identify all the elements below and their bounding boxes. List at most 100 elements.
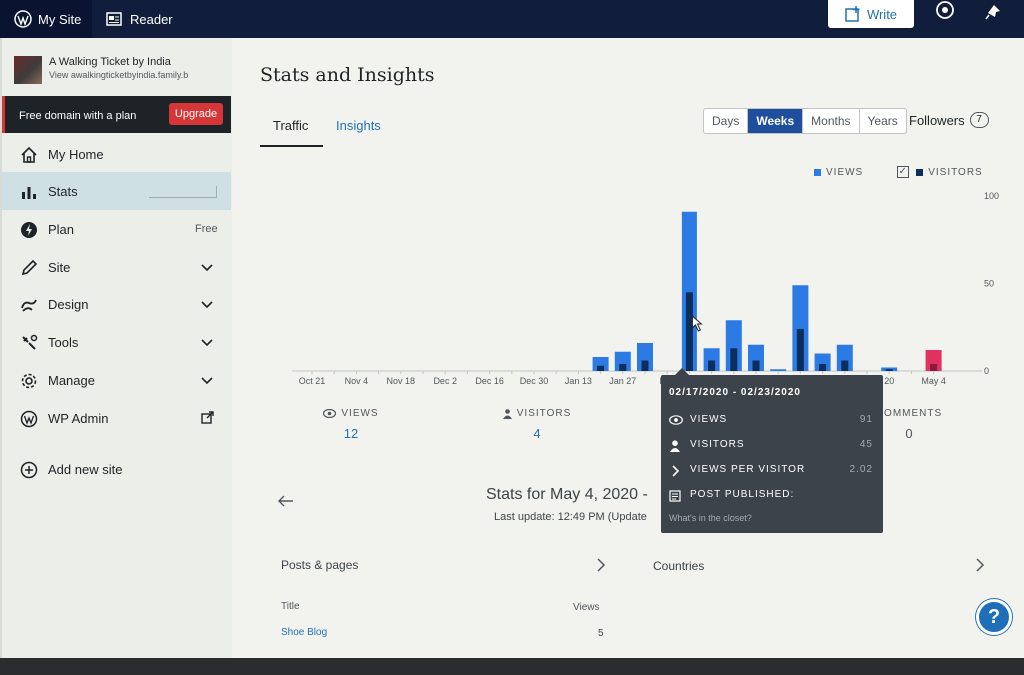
me-icon[interactable] xyxy=(934,0,956,20)
views-bar[interactable] xyxy=(703,348,720,371)
sidebar-item-tools[interactable]: Tools xyxy=(2,323,231,361)
sidebar-item-my-home[interactable]: My Home xyxy=(2,135,231,173)
visitors-bar xyxy=(730,348,738,371)
views-bar[interactable] xyxy=(836,344,853,371)
reader-icon xyxy=(106,12,122,26)
visitors-summary-label: VISITORS xyxy=(516,408,572,419)
chevron-down-icon[interactable] xyxy=(200,373,214,387)
views-summary-value: 12 xyxy=(343,426,359,441)
sidebar-item-label: My Home xyxy=(48,147,104,162)
comments-summary-label: COMMENTS xyxy=(875,408,943,419)
visitors-summary-tile[interactable]: VISITORS 4 xyxy=(502,408,572,441)
eye-icon xyxy=(669,415,683,425)
post-link[interactable]: Shoe Blog xyxy=(281,627,328,638)
tooltip-views-value: 91 xyxy=(859,414,873,425)
sidebar-item-label: Stats xyxy=(48,184,78,199)
followers-label: Followers xyxy=(909,112,965,128)
chevron-down-icon[interactable] xyxy=(200,260,214,274)
site-card[interactable]: A Walking Ticket by India View awalkingt… xyxy=(14,56,224,90)
reader-button[interactable]: Reader xyxy=(106,0,173,38)
sidebar-item-plan[interactable]: Plan Free xyxy=(2,210,231,248)
x-tick-label: Dec 16 xyxy=(475,376,504,386)
chart-tooltip: 02/17/2020 - 02/23/2020 VIEWS 91 VISITOR… xyxy=(661,368,883,533)
write-label: Write xyxy=(866,6,898,22)
upgrade-button[interactable]: Upgrade xyxy=(169,103,223,125)
add-new-site-button[interactable]: Add new site xyxy=(2,450,231,488)
tooltip-vpv-label: VIEWS PER VISITOR xyxy=(690,464,806,475)
tab-insights[interactable]: Insights xyxy=(336,118,381,133)
eye-icon xyxy=(323,409,337,418)
views-bar[interactable] xyxy=(770,369,787,371)
sidebar-item-label: Manage xyxy=(48,373,95,388)
sidebar-item-label: Plan xyxy=(48,222,75,237)
posts-pages-panel-title[interactable]: Posts & pages xyxy=(281,558,359,572)
notifications-icon[interactable] xyxy=(984,1,1004,21)
comments-summary-tile[interactable]: COMMENTS 0 xyxy=(875,408,943,441)
views-bar[interactable] xyxy=(792,285,809,371)
sidebar-item-label: Tools xyxy=(48,335,79,350)
back-arrow-icon[interactable] xyxy=(278,495,294,507)
followers-button[interactable]: Followers 7 xyxy=(909,112,989,128)
period-selector: Days Weeks Months Years xyxy=(703,108,907,134)
chevron-right-icon[interactable] xyxy=(973,558,987,572)
visitors-checkbox[interactable]: ✓ xyxy=(897,166,910,178)
stats-icon xyxy=(22,187,36,199)
period-months[interactable]: Months xyxy=(803,109,860,133)
views-bar[interactable] xyxy=(814,353,831,372)
tooltip-visitors-label: VISITORS xyxy=(690,439,745,450)
design-icon xyxy=(21,299,37,312)
visitors-bar xyxy=(885,369,893,371)
sidebar-item-wp-admin[interactable]: WP Admin xyxy=(2,399,231,437)
views-summary-tile[interactable]: VIEWS 12 xyxy=(320,408,382,441)
stats-sparkline xyxy=(149,186,217,198)
period-weeks[interactable]: Weeks xyxy=(748,109,804,133)
period-years[interactable]: Years xyxy=(867,114,898,128)
page-title: Stats and Insights xyxy=(260,64,435,86)
x-tick-label: May 4 xyxy=(921,376,946,386)
views-bar[interactable] xyxy=(637,343,653,371)
views-bar[interactable] xyxy=(725,320,742,371)
chevron-down-icon[interactable] xyxy=(200,297,214,311)
sidebar-item-design[interactable]: Design xyxy=(2,285,231,323)
site-url-link[interactable]: View awalkingticketbyindia.family.b xyxy=(49,70,189,80)
my-site-button[interactable]: My Site xyxy=(0,0,92,38)
y-tick-label: 50 xyxy=(984,279,994,289)
plan-icon xyxy=(21,222,37,238)
visitors-swatch xyxy=(916,168,924,176)
wordpress-icon xyxy=(20,410,38,428)
column-header-title: Title xyxy=(281,601,300,612)
chevron-right-icon xyxy=(672,465,680,477)
visitors-bar xyxy=(619,364,627,371)
add-circle-icon xyxy=(20,461,38,479)
visitors-bar xyxy=(752,360,760,371)
chevron-down-icon[interactable] xyxy=(200,335,214,349)
views-bar[interactable] xyxy=(925,350,942,371)
help-button[interactable]: ? xyxy=(976,599,1012,635)
gear-icon xyxy=(21,373,37,389)
tab-traffic[interactable]: Traffic xyxy=(260,118,323,147)
x-tick-label: Dec 2 xyxy=(433,376,457,386)
views-bar[interactable] xyxy=(681,211,697,371)
x-tick-label: Dec 30 xyxy=(520,376,549,386)
write-button[interactable]: Write xyxy=(828,0,914,28)
x-tick-label: 20 xyxy=(884,376,894,386)
views-bar[interactable] xyxy=(592,357,609,371)
domain-promo-banner: Free domain with a plan Upgrade xyxy=(2,96,231,133)
sidebar-item-manage[interactable]: Manage xyxy=(2,361,231,399)
countries-panel-title[interactable]: Countries xyxy=(653,559,705,573)
sidebar-item-site[interactable]: Site xyxy=(2,248,231,286)
tools-icon xyxy=(22,334,38,350)
main-content: Stats and Insights Traffic Insights Days… xyxy=(232,38,1024,658)
views-bar[interactable] xyxy=(748,344,764,371)
tooltip-views-row: VIEWS 91 xyxy=(669,414,873,430)
tooltip-post-title: What's in the closet? xyxy=(669,513,752,523)
document-icon xyxy=(669,490,681,502)
chevron-right-icon[interactable] xyxy=(594,558,608,572)
views-bar[interactable] xyxy=(614,351,631,371)
sidebar-item-stats[interactable]: Stats xyxy=(2,172,231,210)
x-tick-label: Nov 4 xyxy=(345,376,369,386)
write-icon xyxy=(845,6,860,22)
last-update-text: Last update: 12:49 PM (Update xyxy=(494,511,647,523)
period-days[interactable]: Days xyxy=(704,109,749,133)
sidebar: A Walking Ticket by India View awalkingt… xyxy=(2,38,232,658)
